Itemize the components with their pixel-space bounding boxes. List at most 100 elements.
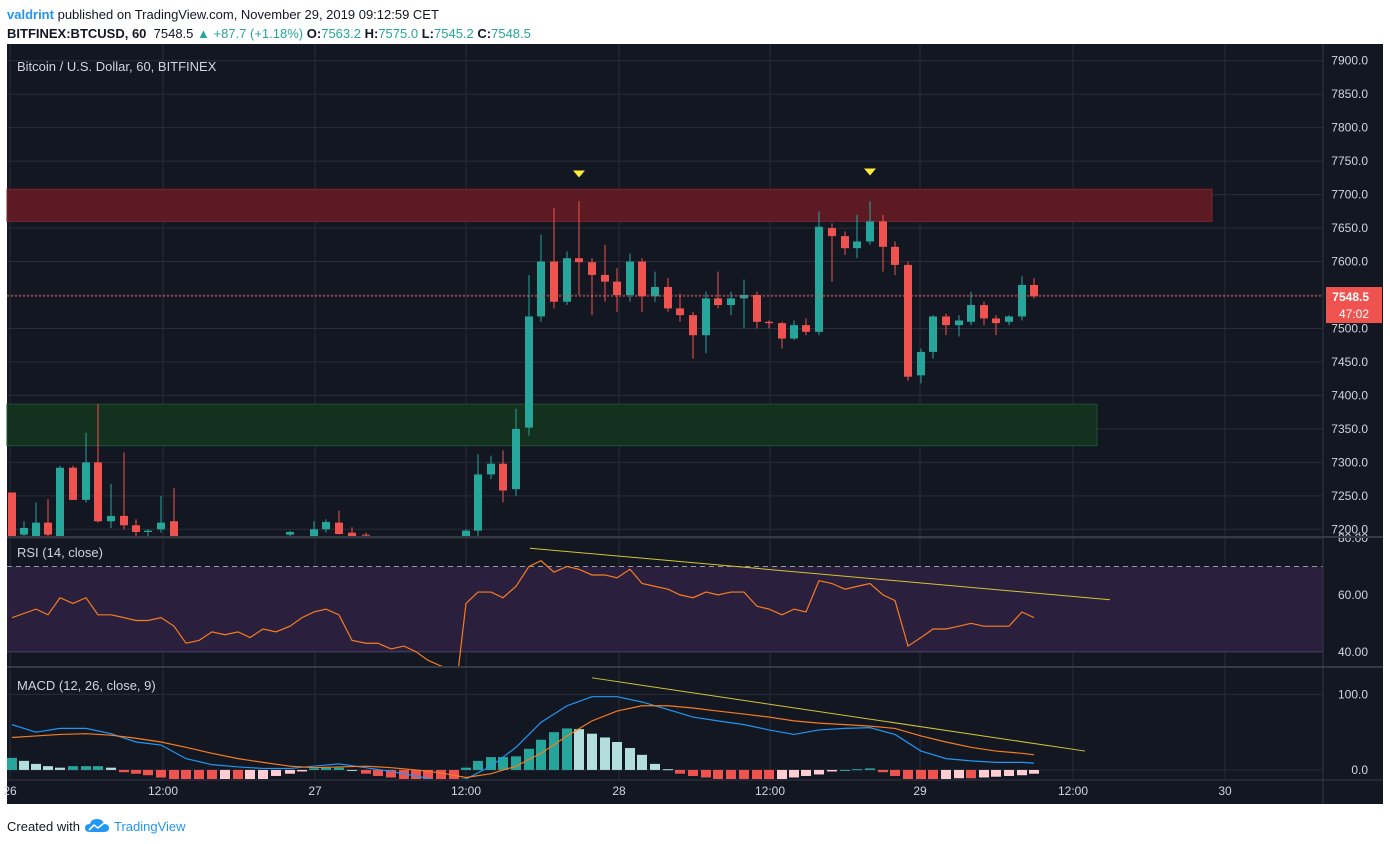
candle-down — [879, 214, 887, 272]
macd-histogram — [7, 728, 1039, 779]
candle-body — [20, 527, 28, 535]
histogram-bar — [764, 769, 774, 779]
candle-down — [588, 258, 596, 316]
histogram-bar — [436, 769, 446, 779]
price-y-tick-label: 7800.0 — [1331, 121, 1368, 135]
candle-up — [487, 455, 495, 480]
candle-body — [1030, 284, 1038, 297]
candle-down — [362, 532, 370, 536]
price-y-tick-label: 7850.0 — [1331, 87, 1368, 101]
candle-body — [575, 258, 583, 263]
histogram-bar — [220, 769, 230, 779]
footer: Created with TradingView — [7, 818, 186, 834]
macd-pane-title: MACD (12, 26, close, 9) — [17, 678, 156, 693]
histogram-bar — [916, 769, 926, 779]
histogram-bar — [373, 769, 383, 776]
created-with-label: Created with — [7, 818, 80, 834]
candle-body — [815, 226, 823, 332]
histogram-bar — [941, 769, 951, 779]
candle-body — [588, 262, 596, 275]
histogram-bar — [840, 769, 850, 771]
histogram-bar — [1017, 769, 1027, 776]
candle-up — [967, 291, 975, 326]
candle-down — [69, 465, 77, 500]
candle-up — [537, 234, 545, 322]
candle-body — [879, 221, 887, 247]
candle-up — [626, 253, 634, 302]
top-marker — [573, 170, 585, 178]
candle-body — [132, 525, 140, 532]
candle-down — [601, 244, 609, 302]
x-tick-label: 26 — [3, 784, 17, 798]
candle-up — [815, 211, 823, 336]
histogram-bar — [143, 769, 153, 776]
price-y-tick-label: 7650.0 — [1331, 221, 1368, 235]
symbol-label: BITFINEX:BTCUSD, 60 — [7, 26, 147, 41]
candle-body — [8, 492, 16, 536]
candle-body — [904, 264, 912, 377]
candle-up — [866, 201, 874, 245]
macd-pane[interactable] — [7, 677, 1086, 782]
price-y-tick-label: 7350.0 — [1331, 422, 1368, 436]
histogram-bar — [486, 757, 496, 770]
candle-down — [44, 499, 52, 536]
tradingview-link[interactable]: TradingView — [113, 818, 186, 834]
candle-body — [740, 295, 748, 299]
candle-body — [474, 474, 482, 531]
author-link[interactable]: valdrint — [7, 7, 54, 22]
candle-body — [1005, 316, 1013, 322]
candle-up — [651, 271, 659, 302]
candle-down — [841, 231, 849, 255]
histogram-bar — [411, 769, 421, 779]
histogram-bar — [549, 732, 559, 770]
histogram-bar — [865, 768, 875, 770]
rsi-band — [7, 566, 1323, 652]
candle-body — [853, 241, 861, 249]
candle-body — [714, 298, 722, 306]
candle-body — [929, 316, 937, 352]
candle-up — [107, 483, 115, 528]
candle-down — [499, 450, 507, 503]
candle-up — [32, 502, 40, 536]
candle-up — [157, 495, 165, 533]
histogram-bar — [814, 769, 824, 775]
open-label: O: — [306, 26, 322, 41]
candle-up — [853, 214, 861, 259]
histogram-bar — [169, 769, 179, 779]
histogram-bar — [93, 766, 103, 770]
candle-up — [740, 279, 748, 329]
candle-body — [980, 305, 988, 319]
histogram-bar — [233, 769, 243, 779]
histogram-bar — [334, 767, 344, 770]
histogram-bar — [181, 769, 191, 779]
ohlc-line: BITFINEX:BTCUSD, 60 7548.5 ▲ +87.7 (+1.1… — [7, 26, 531, 41]
histogram-bar — [726, 769, 736, 779]
candle-body — [917, 351, 925, 376]
candle-body — [499, 463, 507, 491]
price-y-tick-label: 7500.0 — [1331, 321, 1368, 335]
support-zone — [6, 403, 1098, 447]
x-tick-label: 30 — [1218, 784, 1232, 798]
histogram-bar — [347, 769, 357, 771]
price-pane[interactable] — [7, 168, 1323, 536]
candle-body — [790, 325, 798, 339]
x-tick-label: 12:00 — [755, 784, 785, 798]
candle-down — [714, 271, 722, 309]
bar-countdown: 47:02 — [1339, 307, 1369, 321]
histogram-bar — [449, 769, 459, 779]
candle-down — [689, 311, 697, 359]
candle-body — [335, 522, 343, 534]
candle-body — [638, 261, 646, 297]
candle-body — [94, 462, 102, 522]
zones — [6, 188, 1213, 447]
histogram-bar — [827, 769, 837, 772]
candle-body — [550, 261, 558, 302]
rsi-pane[interactable] — [7, 547, 1323, 671]
axes: 26 12:00 27 12:00 28 12:00 29 12:00 30 7200.0 7250… — [3, 44, 1383, 804]
histogram-bar — [461, 767, 471, 770]
histogram-bar — [752, 769, 762, 779]
candle-body — [601, 274, 609, 282]
histogram-bar — [890, 769, 900, 776]
trading-chart[interactable]: 26 12:00 27 12:00 28 12:00 29 12:00 30 7200.0 7250… — [0, 44, 1390, 806]
x-tick-label: 29 — [913, 784, 927, 798]
